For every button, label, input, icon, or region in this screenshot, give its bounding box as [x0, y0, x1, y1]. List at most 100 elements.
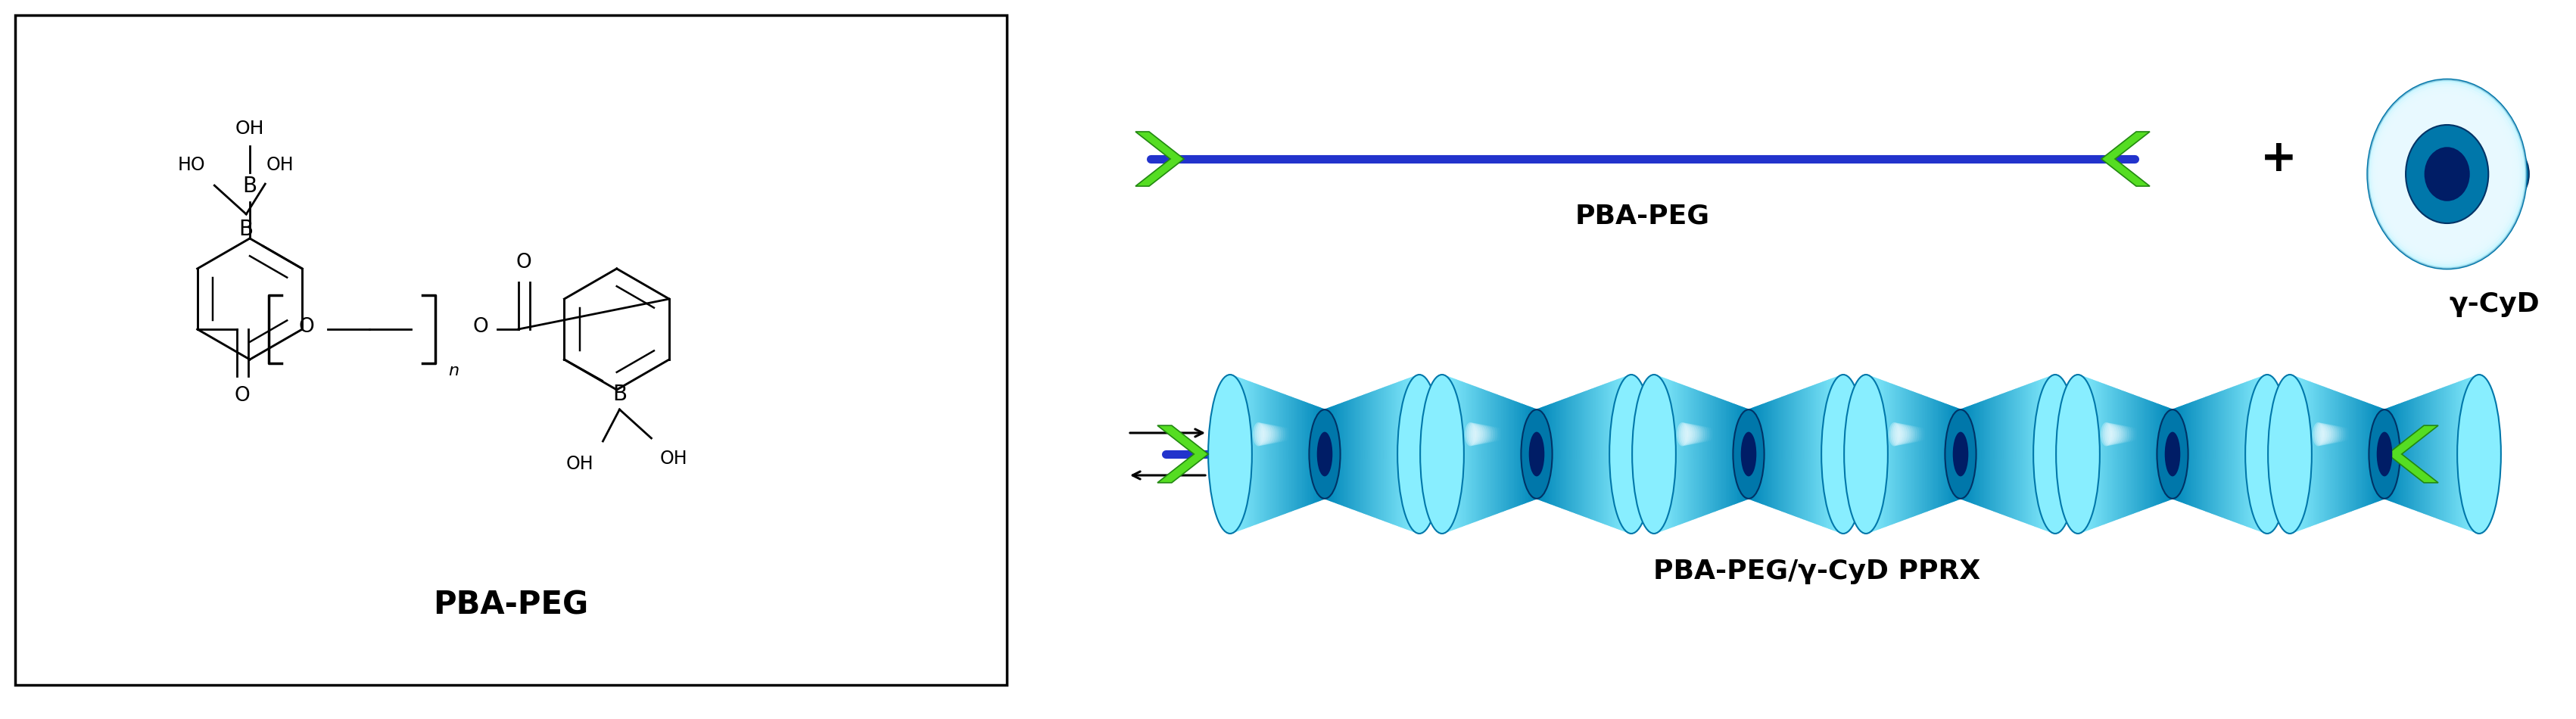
Ellipse shape — [2164, 432, 2179, 477]
Ellipse shape — [1270, 425, 1278, 444]
Ellipse shape — [2393, 117, 2488, 231]
Ellipse shape — [2385, 106, 2501, 243]
Ellipse shape — [2125, 426, 2130, 442]
Ellipse shape — [1252, 422, 1265, 446]
Text: O: O — [299, 317, 314, 336]
Ellipse shape — [2383, 101, 2506, 247]
Ellipse shape — [1893, 423, 1904, 446]
Ellipse shape — [2331, 425, 2336, 444]
Ellipse shape — [1687, 424, 1695, 444]
Ellipse shape — [2115, 424, 2123, 444]
Ellipse shape — [2120, 426, 2125, 443]
Ellipse shape — [2375, 89, 2517, 260]
Ellipse shape — [2458, 375, 2501, 533]
Text: B: B — [613, 384, 626, 405]
Ellipse shape — [2367, 80, 2527, 269]
Ellipse shape — [1275, 426, 1280, 443]
Ellipse shape — [1844, 375, 1888, 533]
Ellipse shape — [2421, 155, 2452, 193]
Ellipse shape — [2156, 410, 2187, 498]
Ellipse shape — [2123, 426, 2128, 443]
Ellipse shape — [2246, 375, 2290, 533]
Ellipse shape — [2403, 129, 2478, 219]
Ellipse shape — [2112, 424, 2120, 444]
Ellipse shape — [2032, 375, 2076, 533]
Text: n: n — [448, 363, 459, 378]
Ellipse shape — [1687, 423, 1695, 444]
Ellipse shape — [2401, 127, 2481, 221]
Ellipse shape — [1896, 423, 1906, 445]
Ellipse shape — [1473, 423, 1481, 445]
Text: OH: OH — [234, 119, 265, 138]
Ellipse shape — [1901, 424, 1909, 444]
Ellipse shape — [2378, 93, 2512, 255]
Ellipse shape — [2380, 96, 2512, 252]
Ellipse shape — [1917, 426, 1919, 442]
Ellipse shape — [2105, 423, 2115, 446]
Ellipse shape — [1280, 426, 1283, 442]
Ellipse shape — [1471, 423, 1481, 445]
Ellipse shape — [2403, 132, 2476, 216]
Ellipse shape — [2329, 425, 2334, 444]
Ellipse shape — [1914, 426, 1919, 442]
Ellipse shape — [1909, 426, 1914, 443]
Ellipse shape — [1888, 422, 1901, 446]
Polygon shape — [2102, 132, 2151, 186]
Ellipse shape — [1265, 424, 1273, 444]
Text: HO: HO — [178, 156, 206, 174]
Ellipse shape — [2375, 91, 2514, 257]
Ellipse shape — [2406, 134, 2473, 214]
Ellipse shape — [1481, 425, 1486, 444]
Ellipse shape — [1741, 432, 1757, 477]
Ellipse shape — [1703, 426, 1705, 442]
Text: B: B — [242, 175, 258, 197]
Ellipse shape — [2419, 153, 2455, 196]
Ellipse shape — [1911, 426, 1917, 443]
Ellipse shape — [2406, 125, 2488, 224]
Text: OH: OH — [265, 156, 294, 174]
Ellipse shape — [1208, 375, 1252, 533]
Ellipse shape — [1891, 423, 1901, 446]
Ellipse shape — [1698, 426, 1703, 443]
Ellipse shape — [1466, 423, 1479, 446]
Ellipse shape — [2367, 80, 2527, 269]
Ellipse shape — [1267, 425, 1275, 444]
Ellipse shape — [1700, 426, 1705, 443]
Ellipse shape — [2398, 122, 2486, 226]
Ellipse shape — [2409, 139, 2468, 209]
Ellipse shape — [1479, 424, 1486, 444]
Ellipse shape — [1705, 427, 1708, 441]
Text: O: O — [234, 386, 250, 406]
Ellipse shape — [2391, 113, 2494, 236]
Ellipse shape — [2409, 136, 2470, 212]
Ellipse shape — [2331, 426, 2336, 443]
Ellipse shape — [2339, 426, 2344, 442]
Ellipse shape — [2128, 426, 2130, 442]
Ellipse shape — [2427, 162, 2445, 186]
Ellipse shape — [2313, 423, 2326, 446]
Ellipse shape — [2478, 145, 2530, 204]
Ellipse shape — [2414, 146, 2463, 203]
Text: OH: OH — [659, 449, 688, 468]
Text: PBA-PEG/γ-CyD PPRX: PBA-PEG/γ-CyD PPRX — [1654, 559, 1981, 585]
Ellipse shape — [2339, 426, 2342, 442]
Text: PBA-PEG: PBA-PEG — [433, 590, 590, 621]
Ellipse shape — [1734, 410, 1765, 498]
Ellipse shape — [1273, 426, 1278, 443]
Ellipse shape — [1703, 426, 1708, 442]
Ellipse shape — [2321, 423, 2329, 445]
Ellipse shape — [2326, 424, 2334, 444]
Ellipse shape — [1821, 375, 1865, 533]
Ellipse shape — [2334, 426, 2339, 443]
Ellipse shape — [1260, 423, 1267, 445]
Ellipse shape — [1904, 425, 1911, 444]
Ellipse shape — [1484, 426, 1489, 443]
Ellipse shape — [1917, 427, 1922, 441]
Polygon shape — [1136, 132, 1185, 186]
Text: PBA-PEG: PBA-PEG — [1577, 203, 1710, 229]
Ellipse shape — [2380, 99, 2509, 249]
Text: γ-CyD: γ-CyD — [2450, 291, 2540, 317]
Ellipse shape — [2117, 425, 2125, 444]
Ellipse shape — [2419, 150, 2458, 198]
Ellipse shape — [1316, 432, 1332, 477]
